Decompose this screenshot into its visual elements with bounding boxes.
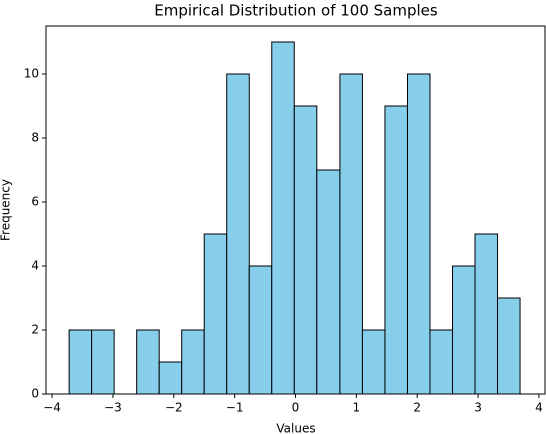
- bar: [136, 329, 160, 395]
- bar: [339, 73, 363, 395]
- y-tick-label: 2: [31, 323, 39, 337]
- bar: [429, 329, 454, 395]
- bar: [181, 329, 205, 395]
- bar: [474, 233, 499, 395]
- bar: [203, 233, 228, 395]
- bar: [406, 73, 431, 395]
- bar: [361, 329, 386, 395]
- chart-title: Empirical Distribution of 100 Samples: [154, 2, 438, 20]
- x-tick-label: 3: [474, 401, 482, 415]
- x-tick-label: 2: [413, 401, 421, 415]
- x-tick-label: 0: [292, 401, 300, 415]
- bar: [91, 329, 115, 395]
- bar: [158, 361, 183, 395]
- y-tick-label: 0: [31, 387, 39, 401]
- bar: [316, 169, 341, 395]
- bar: [226, 73, 250, 395]
- y-tick-label: 4: [31, 259, 39, 273]
- y-axis-label: Frequency: [0, 179, 13, 241]
- bar: [271, 41, 295, 395]
- bar: [452, 265, 476, 395]
- x-tick-label: −2: [165, 401, 183, 415]
- x-tick-label: 4: [535, 401, 543, 415]
- y-tick-label: 10: [24, 67, 39, 81]
- x-axis-label: Values: [276, 422, 315, 434]
- x-tick-label: −4: [43, 401, 61, 415]
- bar: [384, 105, 408, 395]
- x-tick-label: −3: [104, 401, 122, 415]
- bar: [68, 329, 93, 395]
- y-tick-label: 8: [31, 131, 39, 145]
- bar: [497, 297, 521, 395]
- bar: [293, 105, 318, 395]
- y-tick-label: 6: [31, 195, 39, 209]
- x-tick-label: 1: [353, 401, 361, 415]
- bar: [248, 265, 273, 395]
- x-tick-label: −1: [226, 401, 244, 415]
